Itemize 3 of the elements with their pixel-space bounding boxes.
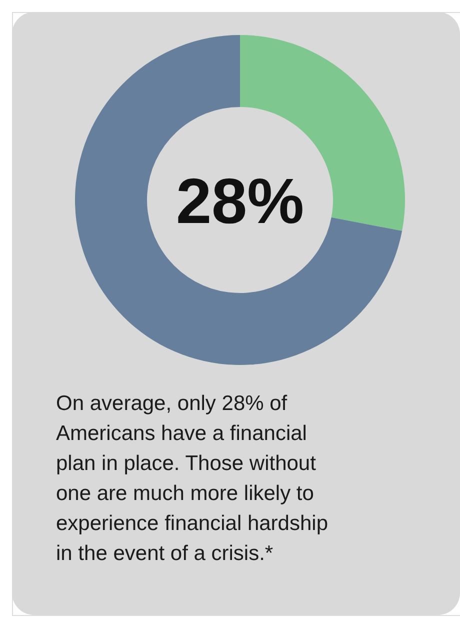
- text: 28%: [176, 165, 304, 237]
- donut-slice: [75, 35, 402, 365]
- text: On average, only 28% of Americans have a financial plan in place. Those without one are much more likely to experience financial hardship in the event of a crisis.*: [56, 392, 328, 565]
